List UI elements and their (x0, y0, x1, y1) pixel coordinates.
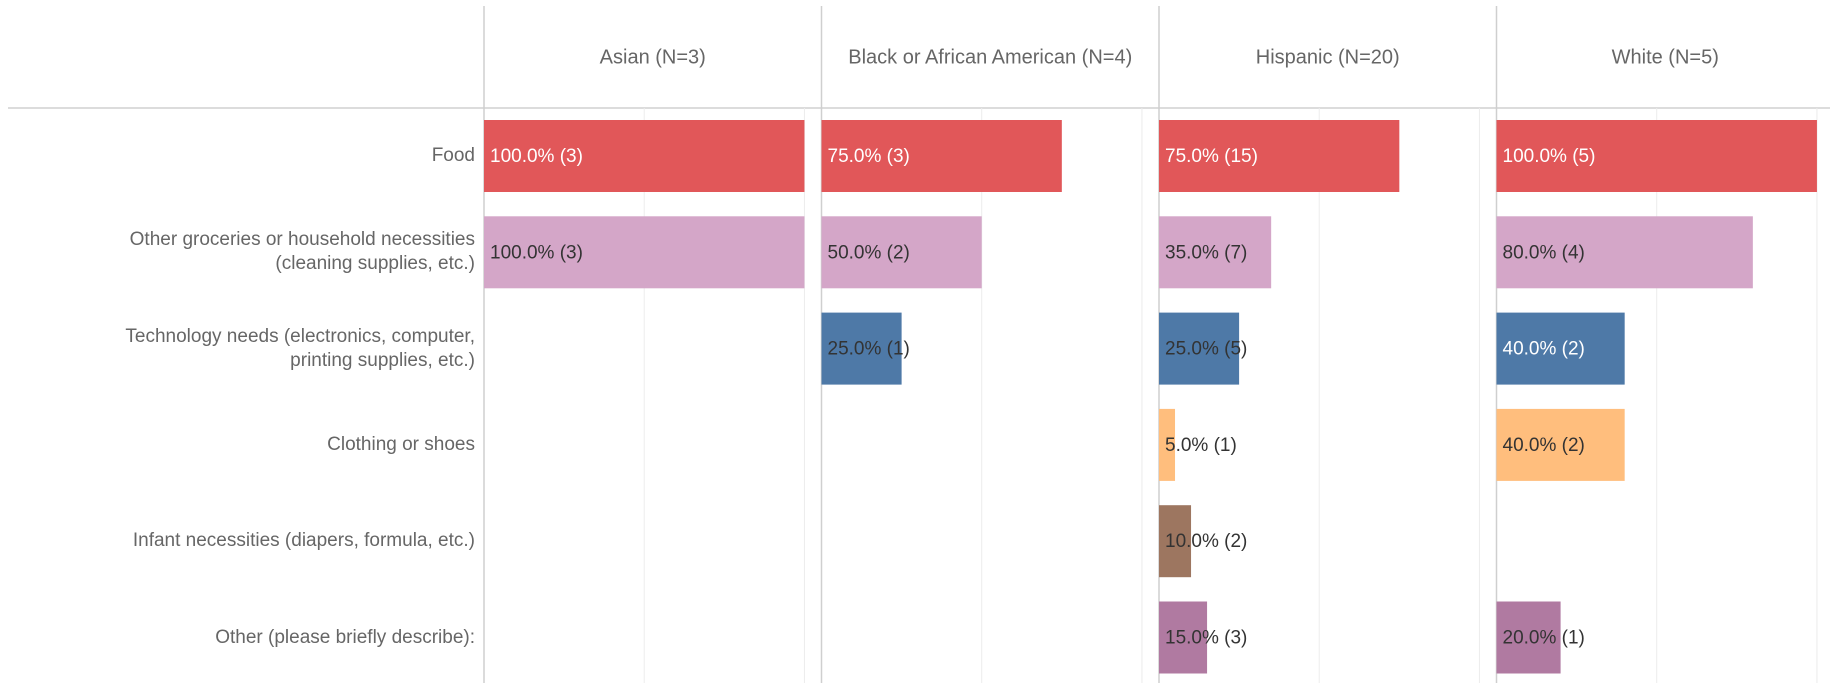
value-label: 5.0% (1) (1165, 435, 1237, 456)
bar (484, 120, 805, 192)
value-label: 75.0% (3) (828, 146, 910, 167)
value-label: 25.0% (1) (828, 339, 910, 360)
bar (1496, 216, 1753, 289)
bar (1159, 312, 1240, 385)
panel-title: Asian (N=3) (600, 46, 706, 68)
value-label: 100.0% (3) (490, 242, 583, 263)
value-label: 35.0% (7) (1165, 242, 1247, 263)
category-label: Other groceries or household necessities… (129, 229, 475, 275)
value-label: 15.0% (3) (1165, 628, 1247, 649)
category-label: Other (please briefly describe): (215, 626, 475, 648)
panel-title: Hispanic (N=20) (1256, 46, 1400, 68)
value-label: 10.0% (2) (1165, 531, 1247, 552)
bar (1159, 505, 1192, 578)
category-label: Technology needs (electronics, computer,… (125, 325, 475, 371)
bar (484, 216, 805, 289)
bar (821, 216, 982, 289)
value-label: 25.0% (5) (1165, 339, 1247, 360)
bar (1159, 408, 1176, 481)
value-label: 40.0% (2) (1503, 339, 1585, 360)
panel-title: White (N=5) (1612, 46, 1719, 68)
bar (1496, 601, 1561, 674)
category-label: Infant necessities (diapers, formula, et… (132, 530, 475, 552)
category-label: Clothing or shoes (327, 433, 475, 455)
bar (1496, 312, 1625, 385)
bar (821, 120, 1062, 192)
bar (1159, 120, 1400, 192)
value-label: 40.0% (2) (1503, 435, 1585, 456)
panel-title: Black or African American (N=4) (848, 46, 1132, 68)
bar (1159, 601, 1208, 674)
value-label: 20.0% (1) (1503, 628, 1585, 649)
value-label: 50.0% (2) (828, 242, 910, 263)
value-label: 100.0% (3) (490, 146, 583, 167)
bar (1159, 216, 1272, 289)
bar (1496, 120, 1817, 192)
value-label: 100.0% (5) (1503, 146, 1596, 167)
bar (1496, 408, 1625, 481)
category-label: Food (431, 145, 475, 166)
value-label: 75.0% (15) (1165, 146, 1258, 167)
value-label: 80.0% (4) (1503, 242, 1585, 263)
bar (821, 312, 902, 385)
